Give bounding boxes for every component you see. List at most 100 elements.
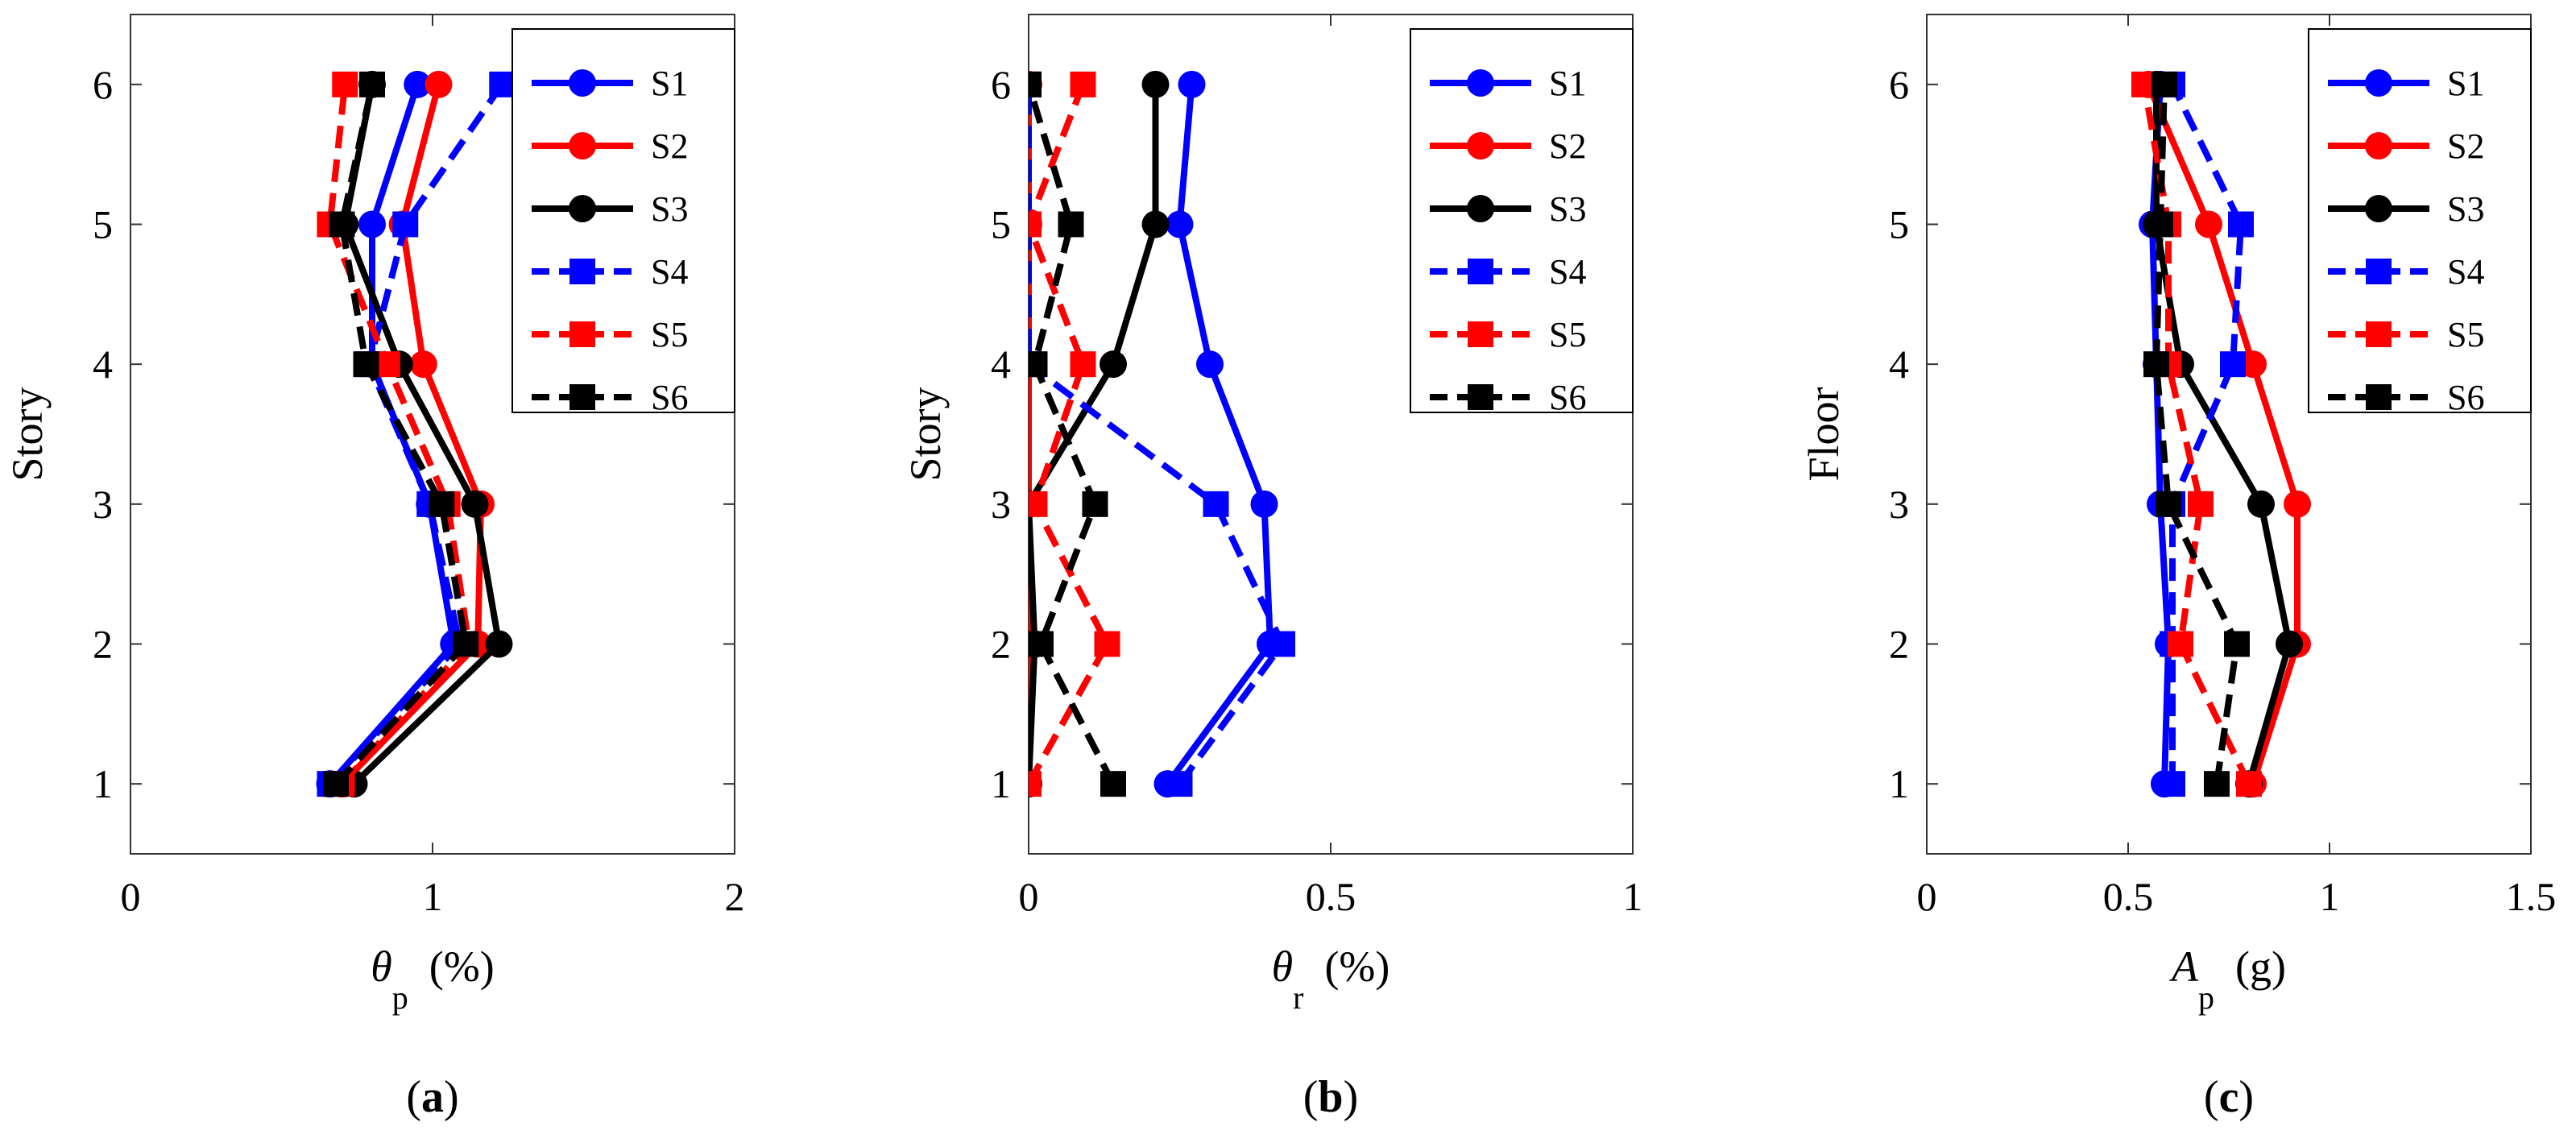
x-tick-label: 2 <box>725 874 745 919</box>
legend-label-s4: S4 <box>2447 252 2484 292</box>
legend-marker-s2 <box>569 132 596 159</box>
series-line-s6 <box>333 83 470 786</box>
data-point-s3-6 <box>1141 70 1170 98</box>
panel-label-letter: b <box>1318 1072 1343 1122</box>
x-tick-label: 1 <box>1623 874 1643 919</box>
y-tick-label: 6 <box>991 62 1011 107</box>
y-axis-label: Floor <box>1799 387 1848 481</box>
series-line-s2 <box>339 83 484 786</box>
data-point-s4-5 <box>392 211 419 238</box>
y-tick-label: 3 <box>991 482 1011 527</box>
legend-label-s2: S2 <box>1549 126 1586 166</box>
panel-label-close: ) <box>444 1072 459 1122</box>
data-point-s5-2 <box>1094 631 1120 657</box>
legend: S1 S2 S3 S4 S5 S6 <box>1410 28 1634 417</box>
chart-panel-1: 0 1 2 1 2 3 4 5 6 Story θp (%) (a) S1 S2 S3 S4 S5 S6 <box>3 14 745 1122</box>
legend-marker-s5 <box>569 321 595 347</box>
series-s3 <box>331 70 513 798</box>
x-axis-symbol: θ <box>1272 942 1294 991</box>
legend: S1 S2 S3 S4 S5 S6 <box>511 28 735 417</box>
legend-label-s3: S3 <box>651 189 688 229</box>
series-line-s4 <box>2169 83 2244 785</box>
legend-label-s1: S1 <box>651 64 688 103</box>
y-tick-label: 6 <box>93 62 113 107</box>
panel-label-open: ( <box>406 1072 421 1122</box>
legend-label-s5: S5 <box>651 315 688 354</box>
data-point-s6-2 <box>453 631 479 657</box>
series-line-s4 <box>1029 84 1286 786</box>
x-axis-subscript: r <box>1293 979 1303 1016</box>
panel-label: (a) <box>406 1072 458 1122</box>
data-point-s3-2 <box>485 630 513 658</box>
series-line-s3 <box>1029 84 1159 785</box>
data-point-s1-5 <box>358 210 386 238</box>
data-point-s3-2 <box>2276 630 2303 658</box>
y-tick-label: 5 <box>93 202 113 247</box>
x-axis-symbol: A <box>2169 942 2199 991</box>
series-line-s2 <box>2145 83 2301 785</box>
data-point-s6-3 <box>429 491 455 517</box>
legend-marker-s4 <box>2366 259 2392 284</box>
panel-label-letter: a <box>421 1072 444 1122</box>
data-point-s3-5 <box>1141 210 1170 238</box>
data-point-s6-3 <box>1082 491 1108 517</box>
legend-marker-s1 <box>569 69 596 97</box>
series-s4 <box>2160 71 2254 797</box>
data-point-s6-3 <box>2156 491 2181 517</box>
data-point-s5-3 <box>2188 491 2214 517</box>
data-point-s6-5 <box>2147 211 2173 238</box>
series-s6 <box>323 71 479 797</box>
x-axis-label: θp (%) <box>371 942 494 1016</box>
legend-label-s4: S4 <box>1549 252 1586 292</box>
data-point-s5-1 <box>1029 771 1042 797</box>
y-tick-label: 4 <box>1889 342 1909 387</box>
series-s3 <box>1029 70 1170 798</box>
x-axis-label: Ap (g) <box>2169 942 2286 1016</box>
x-axis-unit: (g) <box>2235 942 2286 991</box>
legend-label-s1: S1 <box>1549 64 1586 103</box>
x-tick-label: 0 <box>121 874 141 919</box>
legend-marker-s2 <box>1467 132 1494 159</box>
data-point-s6-1 <box>2204 771 2230 797</box>
data-point-s5-6 <box>332 71 358 97</box>
series-line-s6 <box>2153 84 2240 785</box>
data-point-s1-5 <box>1166 210 1194 238</box>
data-point-s3-3 <box>461 490 489 518</box>
legend-marker-s5 <box>1468 321 1493 347</box>
series-line-s6 <box>1029 83 1116 786</box>
data-point-s5-4 <box>1070 351 1096 378</box>
legend-marker-s4 <box>1468 259 1493 284</box>
y-tick-label: 5 <box>1889 202 1909 247</box>
series-s1 <box>316 70 468 798</box>
data-point-s5-5 <box>1029 211 1042 238</box>
legend-marker-s1 <box>1467 69 1494 97</box>
data-point-s4-3 <box>1203 491 1229 517</box>
legend-label-s6: S6 <box>651 378 688 417</box>
data-point-s4-2 <box>1269 631 1295 657</box>
legend-marker-s6 <box>569 384 595 410</box>
series-line-s5 <box>1029 83 1111 786</box>
legend-marker-s3 <box>569 195 596 222</box>
x-axis-symbol: θ <box>371 942 392 991</box>
y-tick-label: 4 <box>93 342 113 387</box>
data-point-s3-3 <box>2247 490 2275 518</box>
legend-label-s6: S6 <box>1549 378 1586 417</box>
panel-label: (b) <box>1303 1072 1358 1122</box>
legend-marker-s2 <box>2365 132 2392 159</box>
series-s5 <box>2131 71 2262 797</box>
series-line-s4 <box>327 82 505 786</box>
y-tick-label: 2 <box>991 622 1011 667</box>
y-tick-label: 1 <box>93 761 113 806</box>
y-tick-label: 1 <box>991 761 1011 806</box>
data-point-s6-1 <box>1100 771 1126 797</box>
legend-label-s5: S5 <box>2447 315 2484 354</box>
legend-label-s6: S6 <box>2447 378 2484 417</box>
x-axis-unit: (%) <box>429 942 495 991</box>
series-s6 <box>1029 71 1126 797</box>
data-point-s6-6 <box>1029 71 1042 97</box>
data-point-s4-6 <box>489 71 516 97</box>
data-point-s1-4 <box>1196 350 1224 379</box>
data-point-s5-6 <box>1070 71 1096 97</box>
data-point-s6-1 <box>323 771 349 797</box>
legend-marker-s6 <box>1468 384 1493 410</box>
